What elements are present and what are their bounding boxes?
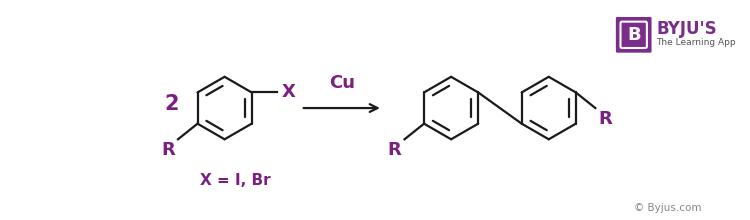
Text: The Learning App: The Learning App [656, 38, 736, 47]
Text: R: R [388, 141, 401, 159]
Text: B: B [627, 26, 640, 44]
Text: X: X [282, 83, 296, 101]
Text: 2: 2 [164, 94, 178, 114]
Text: BYJU'S: BYJU'S [656, 20, 717, 38]
FancyBboxPatch shape [615, 16, 652, 53]
Text: X = I, Br: X = I, Br [200, 173, 271, 188]
Text: R: R [598, 110, 612, 128]
Text: Cu: Cu [328, 74, 355, 92]
Text: R: R [161, 141, 175, 159]
Text: © Byjus.com: © Byjus.com [634, 203, 701, 213]
